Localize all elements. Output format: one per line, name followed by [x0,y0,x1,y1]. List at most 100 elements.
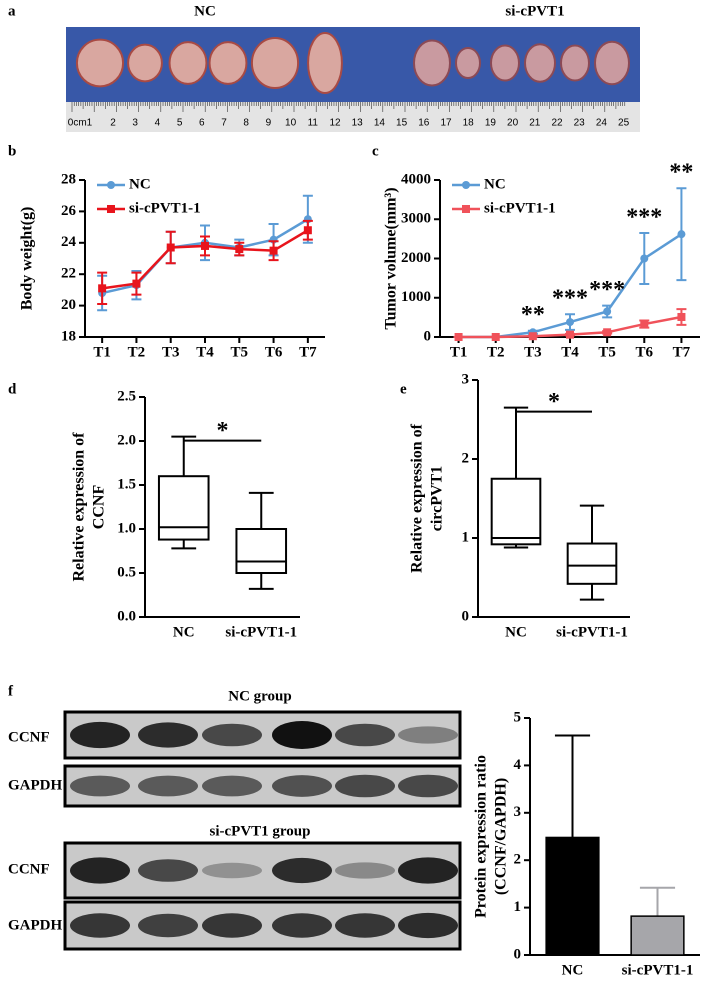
blot-row-label: GAPDH [8,777,62,793]
x-tick-label: T3 [524,344,542,360]
tumor [413,39,451,87]
blot-band [272,721,332,749]
y-tick-label: 22 [61,266,76,282]
tumor [168,41,208,85]
y-tick-label: 24 [61,234,77,250]
y-tick-label: 0 [424,328,432,344]
tumor [250,37,300,89]
ruler-label: 5 [177,118,183,129]
x-tick-label: T6 [636,344,654,360]
ruler [66,102,640,132]
panel-label: d [8,381,17,397]
y-tick-label: 0.0 [117,608,136,624]
marker [235,245,244,254]
ruler-label: 18 [463,118,475,129]
blot-band [70,775,130,797]
tumor [524,43,556,83]
y-tick-label: 2 [514,852,522,868]
ruler-label: 14 [374,118,386,129]
y-tick-label: 1 [514,899,522,915]
blot-band [398,726,458,744]
marker [566,318,574,327]
x-tick-label: T1 [450,344,468,360]
panel-label: c [372,143,379,159]
blot-band [272,857,332,884]
significance: * [548,389,560,415]
x-tick-label: T4 [561,344,579,360]
significance: *** [626,204,662,230]
y-tick-label: 26 [61,203,77,219]
y-axis-label: (CCNF/GAPDH) [493,778,510,895]
legend-marker [107,205,115,213]
blot-band [335,913,395,938]
marker [677,312,686,321]
blot-band [272,913,332,938]
ruler-label: 20 [507,118,519,129]
x-tick-label: T2 [487,344,505,360]
x-tick-label: T2 [128,344,146,360]
y-tick-label: 2000 [401,250,431,266]
legend-label: NC [484,176,506,192]
x-tick-label: NC [562,962,584,978]
legend-label: NC [129,176,151,192]
box [157,475,210,541]
blot-band [335,774,395,798]
ruler-label: 13 [352,118,364,129]
blot-band [398,774,458,798]
marker [98,284,107,293]
error-bar [554,734,591,838]
ruler-label: 24 [596,118,608,129]
marker [566,330,574,339]
significance: *** [589,277,625,303]
legend-marker [462,181,470,189]
y-tick-label: 2.0 [117,432,136,448]
ruler-label: 12 [329,118,341,129]
y-axis-label: Relative expression of [71,432,88,582]
x-tick-label: si-cPVT1-1 [622,962,694,978]
error-bar [639,886,676,917]
y-axis-label: Body weight(g) [19,207,36,311]
y-tick-label: 2 [462,450,470,466]
panel-label: b [8,143,16,159]
blot-band [202,862,262,879]
marker [640,254,649,263]
marker [528,332,537,341]
ruler-label: 4 [155,118,161,129]
panel-label: a [8,3,16,19]
panel-label: f [8,683,14,699]
y-axis-label: Tumor volume(mm³) [383,187,400,329]
whisker [248,491,274,529]
x-tick-label: si-cPVT1-1 [556,624,628,640]
box [235,528,288,574]
x-tick-label: T5 [231,344,249,360]
tumor [594,40,630,86]
marker [303,226,312,235]
y-tick-label: 3 [462,371,470,387]
marker [640,320,649,329]
tumor [560,44,590,82]
ruler-label: 17 [440,118,452,129]
blot-band [138,775,198,797]
marker [201,241,209,250]
x-tick-label: T5 [598,344,616,360]
blot-row-label: GAPDH [8,917,62,933]
blot-band [272,775,332,797]
marker [603,328,612,337]
whisker [171,435,197,477]
ruler-label: 0cm1 [68,118,93,129]
tumor [490,44,520,82]
ruler-label: 10 [285,118,297,129]
blot [63,710,462,760]
tumor [307,32,343,94]
ruler-label: 25 [618,118,630,129]
blot-band [70,857,130,884]
ruler-label: 9 [266,118,272,129]
y-tick-label: 3 [514,804,522,820]
tumor [75,38,125,88]
ruler-label: 2 [110,118,116,129]
y-tick-label: 20 [61,297,76,313]
tumor [455,47,481,79]
blot-row-label: CCNF [8,729,50,745]
ruler-label: 21 [529,118,541,129]
